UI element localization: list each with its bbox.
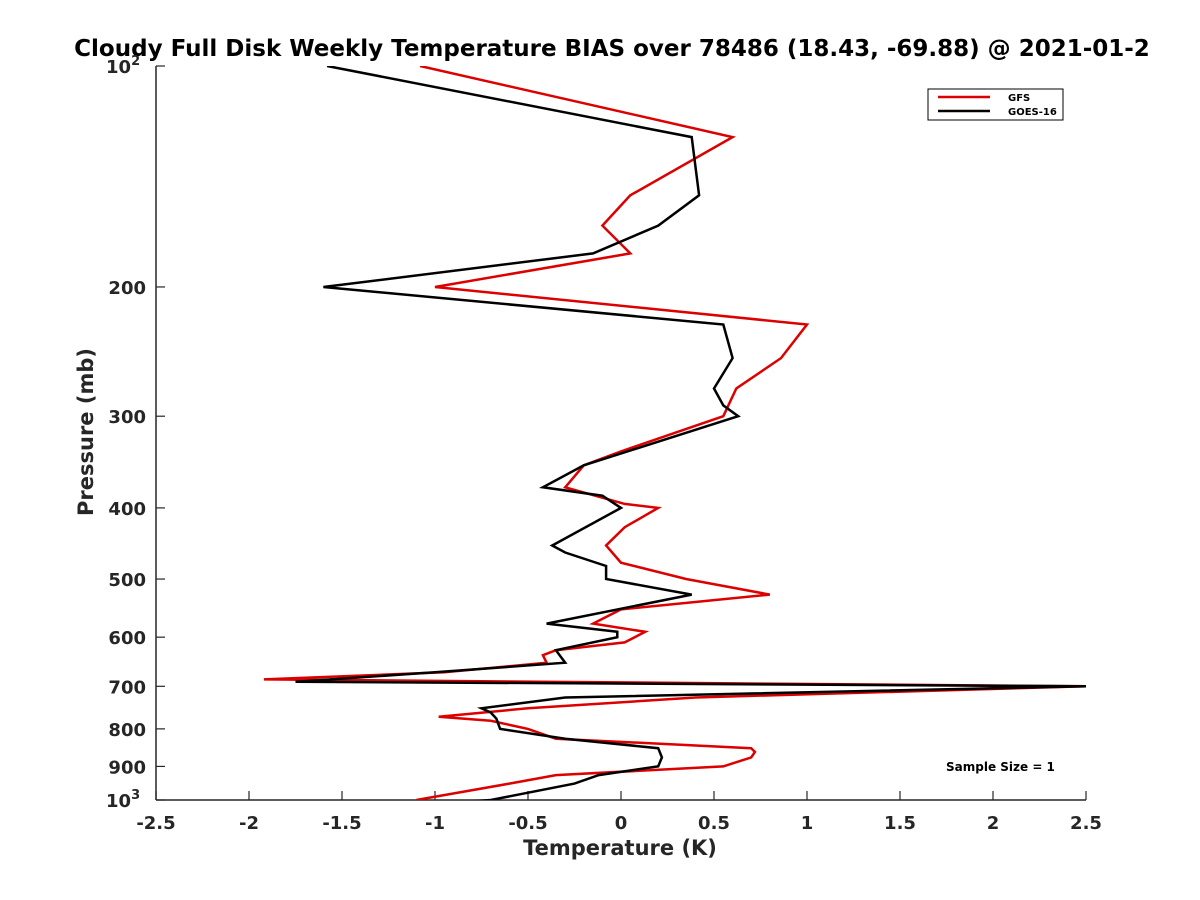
y-tick-label: 103: [106, 788, 140, 812]
y-tick-label: 500: [108, 570, 146, 591]
x-tick-label: -1.5: [322, 813, 361, 834]
y-tick-label: 900: [108, 757, 146, 778]
series-line-goes16: [295, 66, 1086, 800]
legend-box: [927, 88, 1064, 121]
legend-label-goes16: GOES-16: [1008, 107, 1057, 118]
x-tick-label: 0.5: [698, 813, 730, 834]
y-tick-label: 102: [106, 54, 140, 78]
x-tick-label: 0: [615, 813, 628, 834]
series-line-gfs: [263, 66, 1086, 800]
x-tick-label: -1: [425, 813, 445, 834]
x-tick-label: 2: [987, 813, 1000, 834]
y-tick-label: 800: [108, 720, 146, 741]
x-tick-label: -0.5: [508, 813, 547, 834]
y-axis-label: Pressure (mb): [74, 348, 98, 516]
x-tick-label: 1: [801, 813, 814, 834]
sample-size-annotation: Sample Size = 1: [946, 760, 1055, 774]
y-tick-label: 700: [108, 677, 146, 698]
legend-label-gfs: GFS: [1008, 93, 1030, 104]
y-tick-label: 300: [108, 407, 146, 428]
chart-title: Cloudy Full Disk Weekly Temperature BIAS…: [74, 36, 1150, 62]
x-axis-label: Temperature (K): [523, 836, 717, 860]
y-tick-label: 600: [108, 628, 146, 649]
x-tick-label: 1.5: [884, 813, 916, 834]
legend: GFS GOES-16: [927, 88, 1064, 121]
x-tick-label: 2.5: [1070, 813, 1102, 834]
y-tick-label: 400: [108, 499, 146, 520]
plot-area: -2.5 -2 -1.5 -1 -0.5 0 0.5 1 1.5 2 2.5 102 200 300 400…: [106, 54, 1102, 834]
x-tick-label: -2.5: [136, 813, 175, 834]
x-tick-label: -2: [239, 813, 259, 834]
y-tick-label: 200: [108, 278, 146, 299]
